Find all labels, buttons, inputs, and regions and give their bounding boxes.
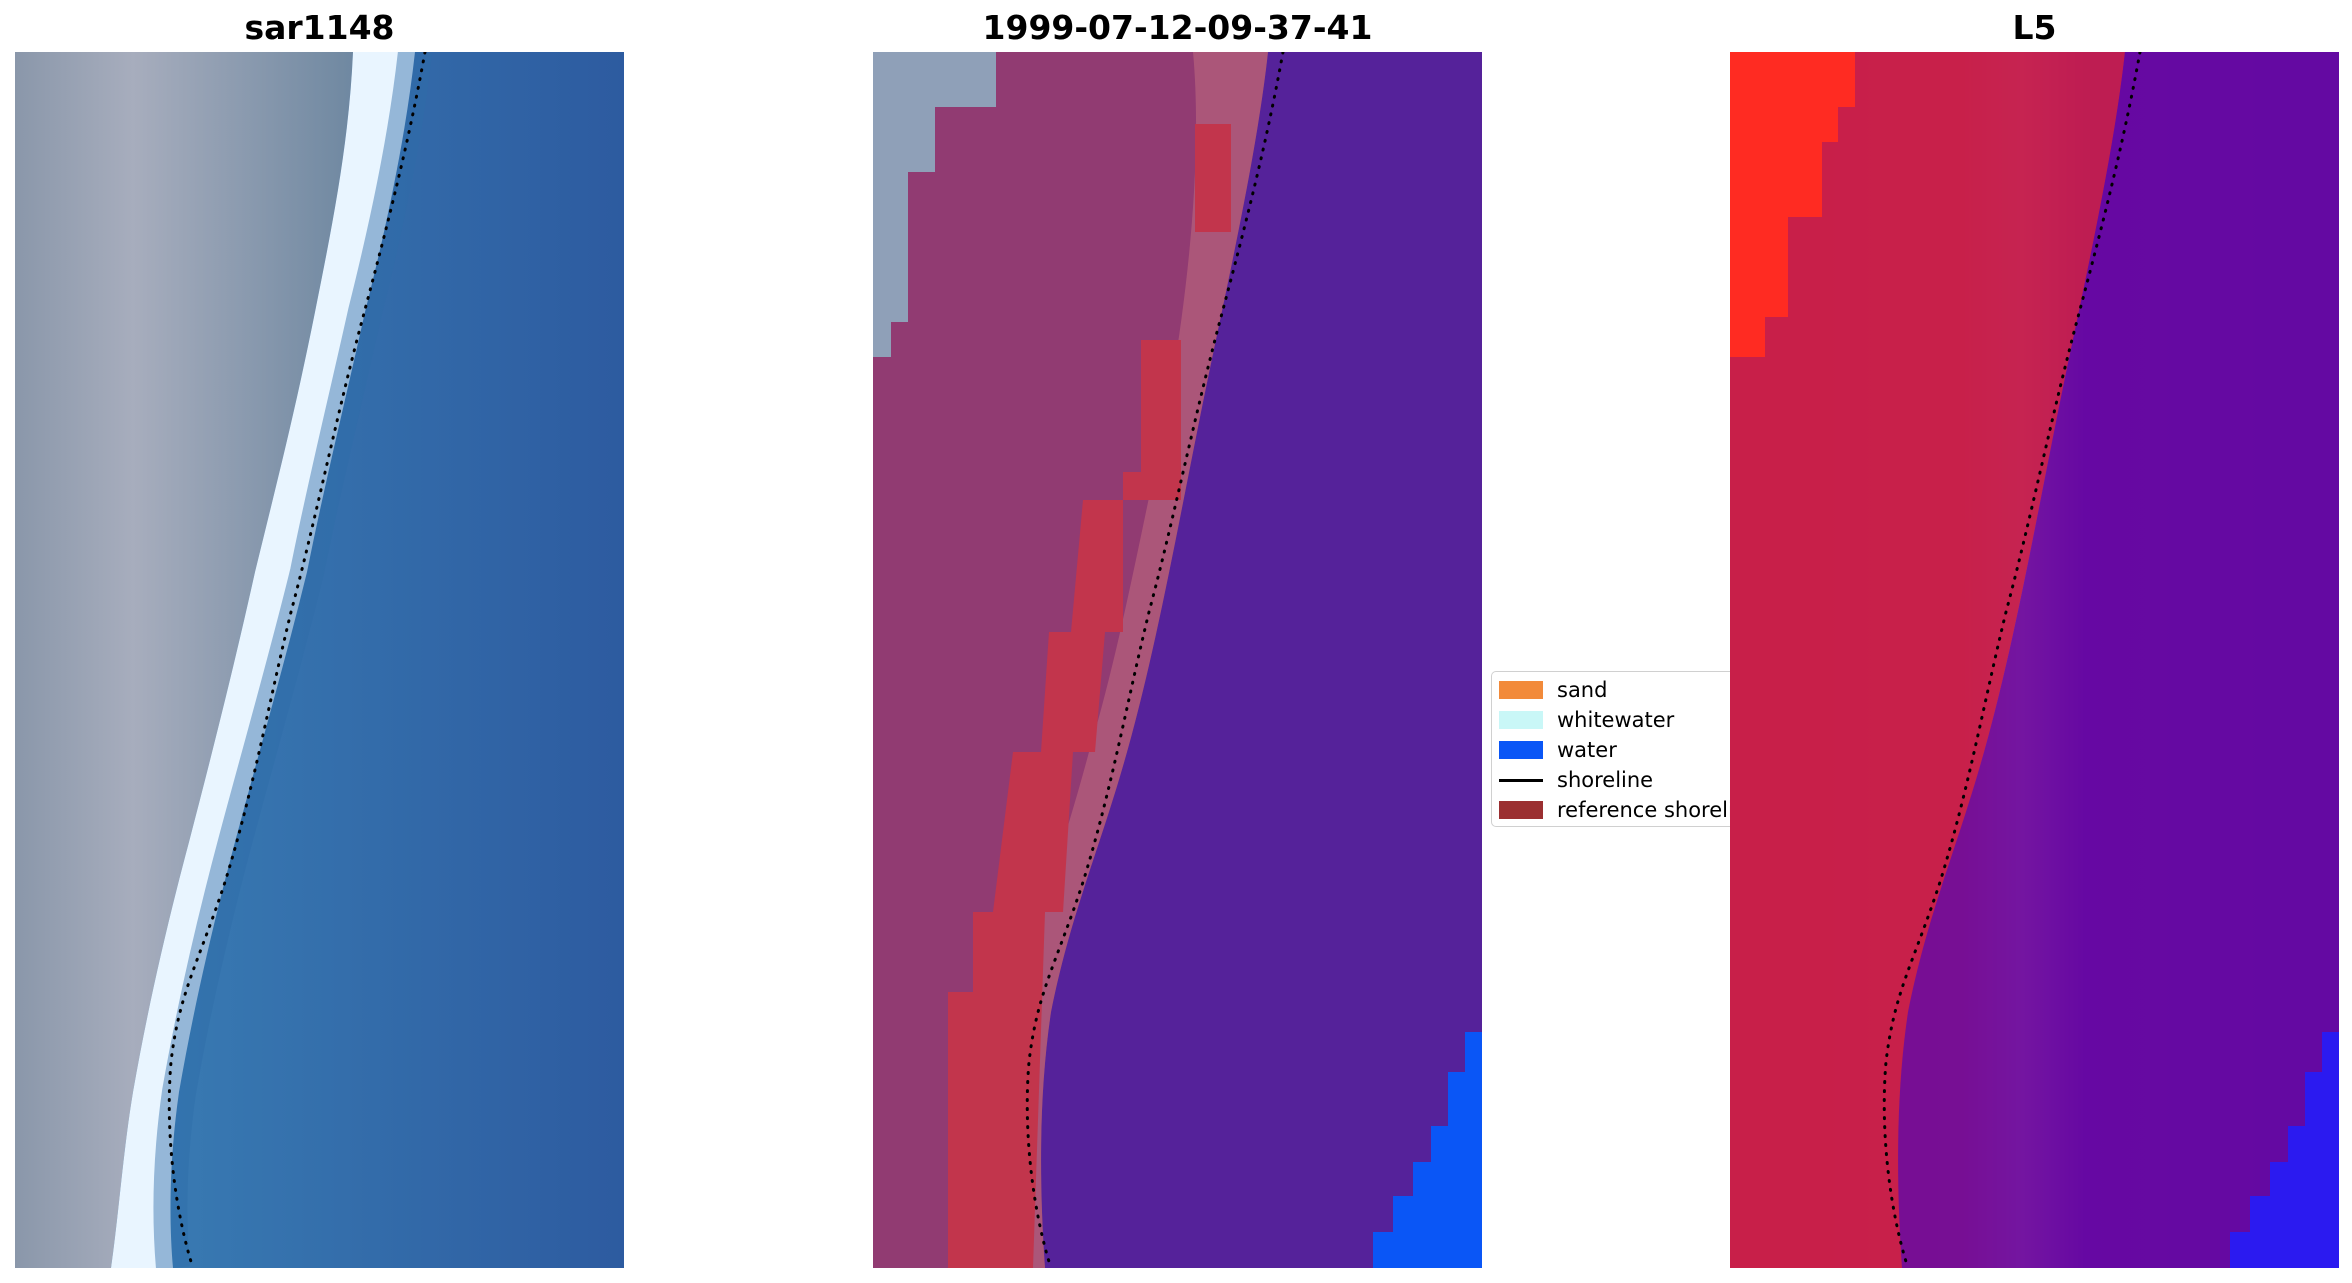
panel-title-index: L5: [2012, 8, 2057, 47]
legend-label-whitewater: whitewater: [1557, 708, 1675, 732]
reference-shoreline-swatch: [1499, 801, 1543, 819]
legend-item-whitewater: whitewater: [1499, 707, 1674, 733]
legend-label-water: water: [1557, 738, 1617, 762]
sar-image: [15, 52, 624, 1268]
legend-label-sand: sand: [1557, 678, 1608, 702]
panel-title-sar: sar1148: [244, 8, 395, 47]
panel-title-classification: 1999-07-12-09-37-41: [982, 8, 1373, 47]
classification-shoreline: [1025, 52, 1285, 1268]
shoreline-line-swatch: [1499, 778, 1543, 782]
legend-item-reference-shoreline: reference shoreli: [1499, 797, 1730, 823]
classification-image: [873, 52, 1482, 1268]
legend-item-shoreline: shoreline: [1499, 767, 1653, 793]
class-sand-patch: [873, 52, 996, 357]
l5-index-panel: [1730, 52, 2339, 1268]
reference-shoreline-area: [948, 124, 1231, 1268]
classification-legend: sand whitewater water shoreline referenc…: [1491, 671, 1730, 827]
legend-label-reference-shoreline: reference shoreli: [1557, 798, 1730, 822]
water-swatch: [1499, 741, 1543, 759]
legend-label-shoreline: shoreline: [1557, 768, 1654, 792]
class-open-water-patch: [1373, 1032, 1482, 1268]
l5-water-area: [1898, 52, 2339, 1268]
l5-bright-blue-patch: [2230, 1032, 2339, 1268]
legend-item-sand: sand: [1499, 677, 1607, 703]
sar-shoreline: [167, 52, 427, 1268]
l5-index-image: [1730, 52, 2339, 1268]
legend-item-water: water: [1499, 737, 1617, 763]
sar-whitewater-band: [111, 52, 415, 1268]
whitewater-swatch: [1499, 711, 1543, 729]
classification-panel: [873, 52, 1482, 1268]
l5-land-area: [1730, 52, 2125, 1268]
l5-shoreline: [1882, 52, 2142, 1268]
sar-image-panel: [15, 52, 624, 1268]
sand-swatch: [1499, 681, 1543, 699]
class-transition-band: [1007, 52, 1268, 1268]
l5-bright-red-patch: [1730, 52, 1855, 357]
sar-land-area: [15, 52, 353, 1268]
